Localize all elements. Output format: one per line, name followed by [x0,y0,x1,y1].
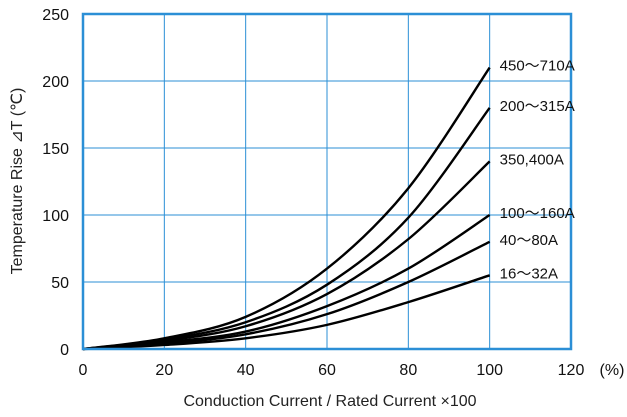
plot-frame [81,12,573,351]
y-axis-title: Temperature Rise ⊿T (℃) [9,88,26,275]
series-label: 200～315A [500,98,575,115]
series-label: 40～80A [500,232,558,249]
x-tick-label: 80 [399,362,417,379]
series-label: 450～710A [500,58,575,75]
x-tick-label: 40 [237,362,255,379]
y-tick-label: 200 [42,74,69,91]
series-lines [82,66,491,351]
series-label: 100～160A [500,205,575,222]
x-tick-label: 120 [558,362,585,379]
series-line [82,107,491,351]
series-label: 16～32A [500,265,558,282]
grid-lines [83,14,571,349]
x-tick-label: 100 [476,362,503,379]
series-labels: 450～710A 200～315A 350,400A 100～160A 40～80A 16… [500,58,575,283]
y-tick-label: 100 [42,208,69,225]
series-line [82,66,491,351]
y-tick-label: 0 [60,342,69,359]
x-tick-labels: 0 20 40 60 80 100 120 [79,362,585,379]
series-line [82,274,491,351]
y-tick-label: 50 [51,275,69,292]
series-label: 350,400A [500,151,564,168]
y-tick-labels: 0 50 100 150 200 250 [42,7,69,359]
x-tick-label: 60 [318,362,336,379]
x-tick-label: 20 [155,362,173,379]
y-tick-label: 150 [42,141,69,158]
x-tick-label: 0 [79,362,88,379]
x-axis-title: Conduction Current / Rated Current ×100 [183,393,476,410]
y-tick-label: 250 [42,7,69,24]
x-unit-label: (%) [600,362,625,379]
